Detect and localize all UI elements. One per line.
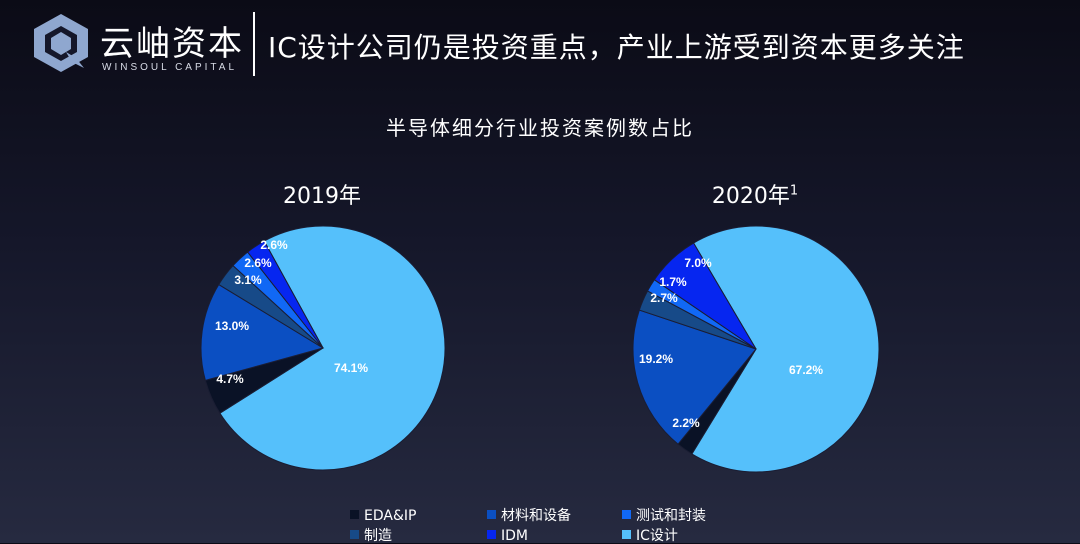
legend-swatch [350, 510, 359, 519]
pie-0-label-1: 4.7% [216, 372, 244, 386]
legend: EDA&IP 材料和设备 测试和封装制造 IDM IC设计 [350, 508, 850, 544]
pie-title-2020-text: 2020年 [711, 184, 790, 209]
page-title: IC设计公司仍是投资重点，产业上游受到资本更多关注 [268, 31, 965, 64]
pie-1-label-5: 7.0% [684, 256, 712, 270]
pie-title-2020-footnote: 1 [789, 183, 799, 199]
pie-0-slice-2 [200, 283, 325, 382]
pie-1-label-2: 19.2% [639, 352, 673, 366]
legend-label: IC设计 [636, 528, 678, 544]
pie-1-label-1: 2.2% [672, 416, 700, 430]
pie-1-label-4: 1.7% [659, 275, 687, 289]
pie-0-label-4: 2.6% [244, 256, 272, 270]
legend-item: 材料和设备 [487, 508, 571, 524]
legend-item: IC设计 [622, 528, 678, 544]
pie-0-label-3: 3.1% [234, 273, 262, 287]
legend-label: 制造 [364, 528, 392, 544]
pie-title-2020: 2020年1 [655, 178, 855, 210]
pie-1-slice-2 [632, 309, 757, 445]
legend-label: IDM [501, 528, 528, 544]
legend-swatch [487, 530, 496, 539]
legend-item: 测试和封装 [622, 508, 706, 524]
header-divider [253, 12, 255, 76]
legend-label: 测试和封装 [636, 508, 706, 524]
pie-title-2019: 2019年 [222, 178, 422, 210]
header: 云岫资本 WINSOUL CAPITAL IC设计公司仍是投资重点，产业上游受到… [0, 0, 1080, 80]
pie-0-slice-0 [219, 225, 446, 471]
pie-1-label-0: 67.2% [789, 363, 823, 377]
logo-icon [34, 14, 88, 72]
pie-0-label-0: 74.1% [334, 361, 368, 375]
legend-swatch [622, 530, 631, 539]
pie-1-slice-5 [653, 242, 757, 350]
logo-subtext: WINSOUL CAPITAL [102, 62, 238, 73]
legend-item: EDA&IP [350, 508, 416, 524]
pie-0-slice-5 [246, 240, 324, 349]
logo-text: 云岫资本 [100, 24, 244, 64]
pie-title-2019-text: 2019年 [283, 184, 361, 209]
pie-0-label-2: 13.0% [215, 319, 249, 333]
legend-label: 材料和设备 [501, 508, 571, 524]
chart-title: 半导体细分行业投资案例数占比 [386, 116, 694, 140]
legend-label: EDA&IP [364, 508, 417, 524]
legend-swatch [487, 510, 496, 519]
pie-1-slice-0 [691, 225, 880, 473]
legend-item: IDM [487, 528, 528, 544]
pie-1-label-3: 2.7% [650, 291, 678, 305]
pie-0-label-5: 2.6% [260, 238, 288, 252]
legend-swatch [350, 530, 359, 539]
legend-item: 制造 [350, 528, 392, 544]
legend-swatch [622, 510, 631, 519]
